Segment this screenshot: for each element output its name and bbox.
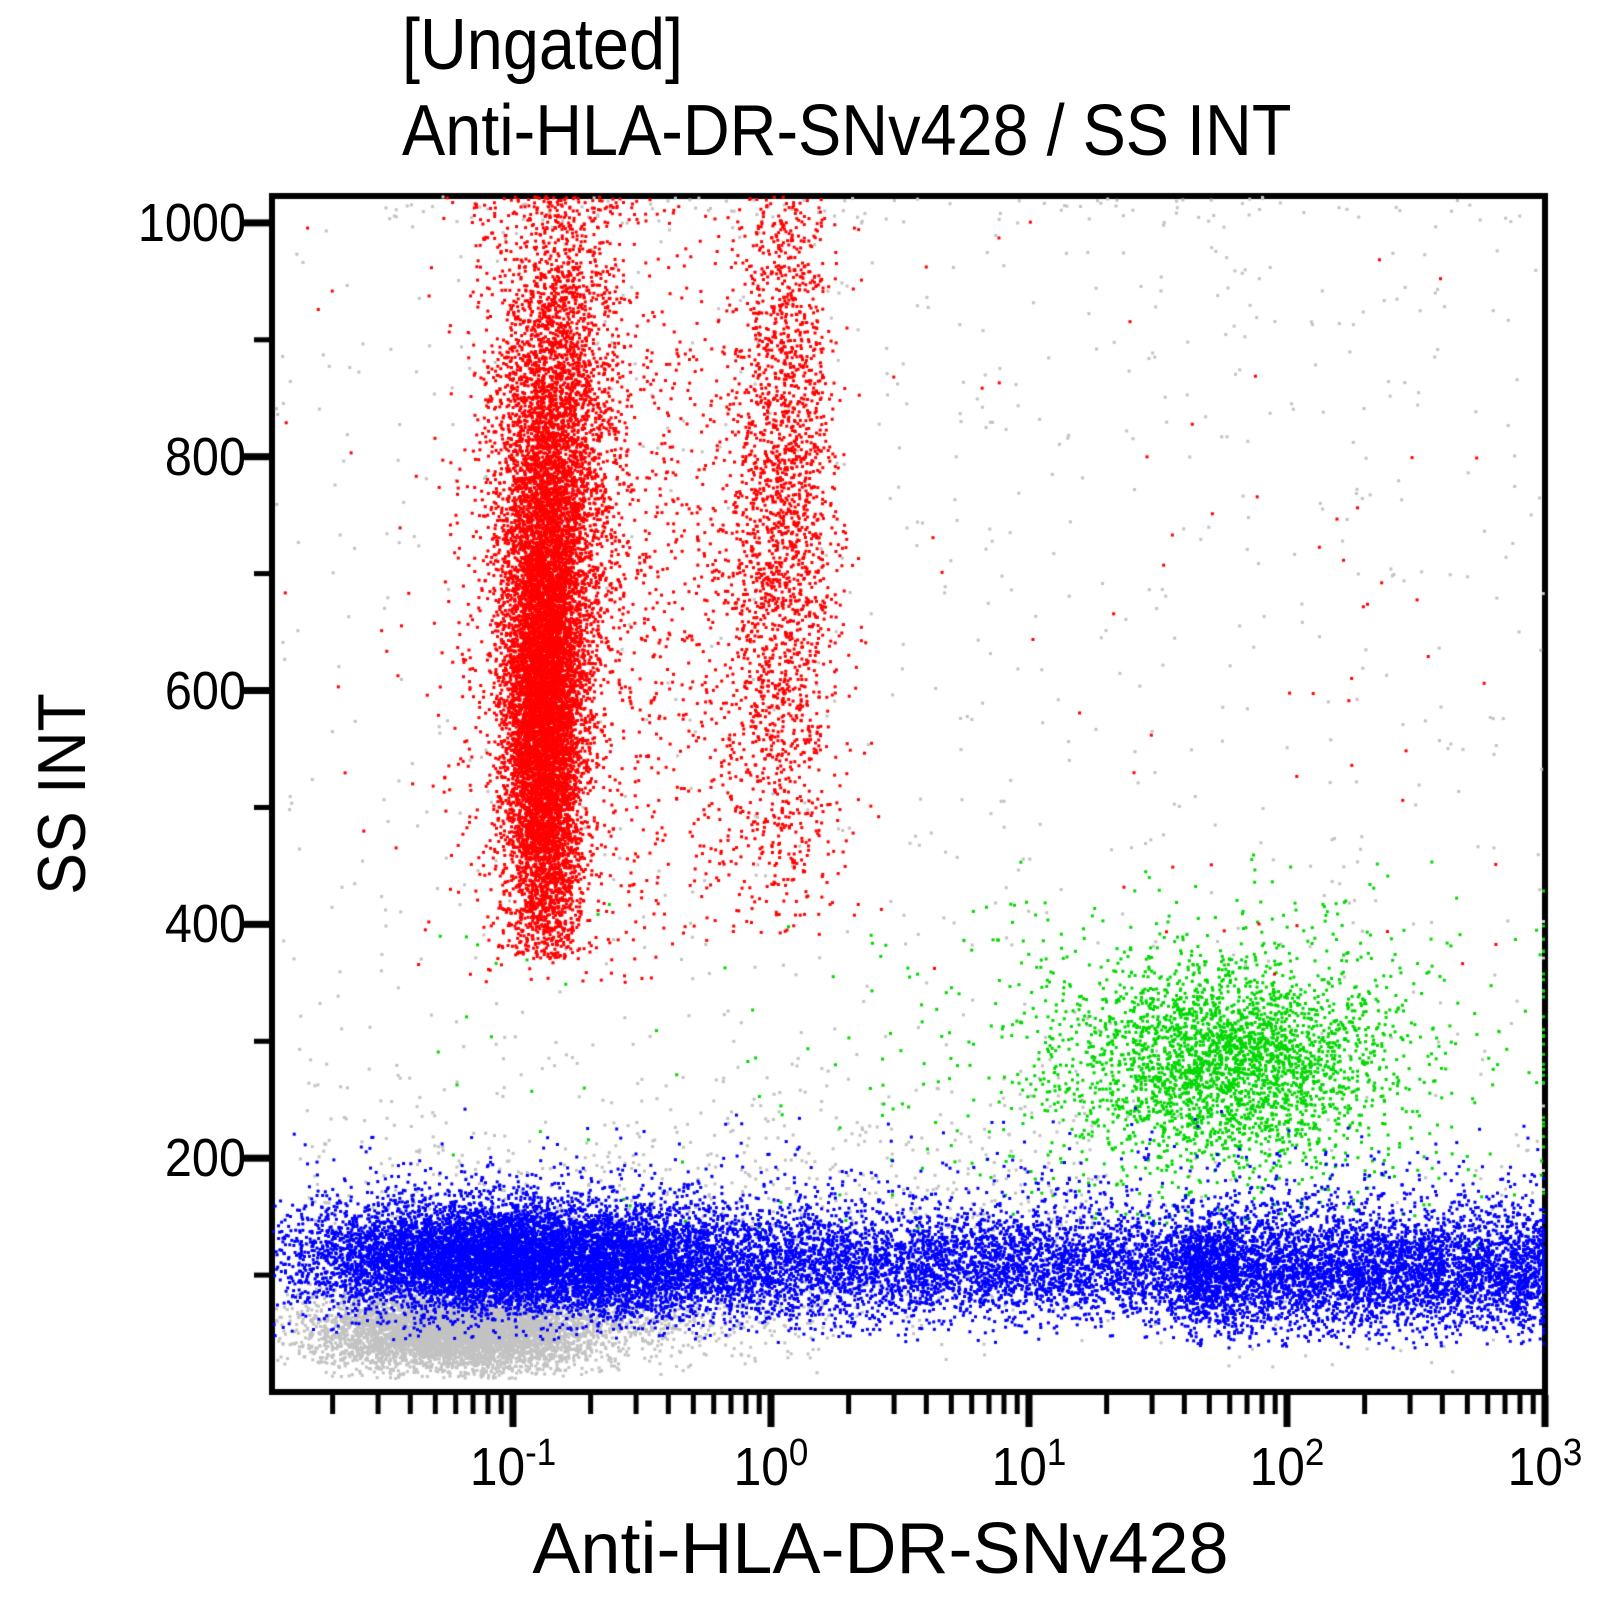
x-tick-base: 10: [733, 1437, 789, 1497]
x-tick-exponent: 3: [1562, 1432, 1583, 1474]
x-tick-exponent: 2: [1304, 1432, 1325, 1474]
y-tick-label: 600: [164, 660, 246, 721]
y-axis-title: SS INT: [24, 693, 100, 895]
x-tick-base: 10: [1507, 1437, 1563, 1497]
chart-title: [Ungated] Anti-HLA-DR-SNv428 / SS INT: [402, 2, 1291, 174]
x-tick-label: 103: [1471, 1432, 1600, 1502]
x-tick-label: 10-1: [439, 1432, 586, 1502]
x-tick-base: 10: [1249, 1437, 1305, 1497]
y-tick-label: 1000: [137, 192, 246, 253]
y-tick-label: 200: [164, 1128, 246, 1189]
x-tick-exponent: -1: [525, 1432, 557, 1474]
x-tick-base: 10: [469, 1437, 526, 1497]
y-tick-label: 800: [164, 426, 246, 487]
x-tick-base: 10: [991, 1437, 1047, 1497]
y-tick-label: 400: [164, 894, 246, 955]
x-tick-exponent: 1: [1046, 1432, 1067, 1474]
x-tick-label: 102: [1213, 1432, 1360, 1502]
x-axis-title: Anti-HLA-DR-SNv428: [532, 1509, 1229, 1589]
chart-title-gate: [Ungated]: [402, 5, 684, 85]
chart-title-parameters: Anti-HLA-DR-SNv428 / SS INT: [402, 91, 1292, 171]
x-tick-exponent: 0: [788, 1432, 809, 1474]
x-tick-label: 101: [955, 1432, 1102, 1502]
x-tick-label: 100: [697, 1432, 844, 1502]
